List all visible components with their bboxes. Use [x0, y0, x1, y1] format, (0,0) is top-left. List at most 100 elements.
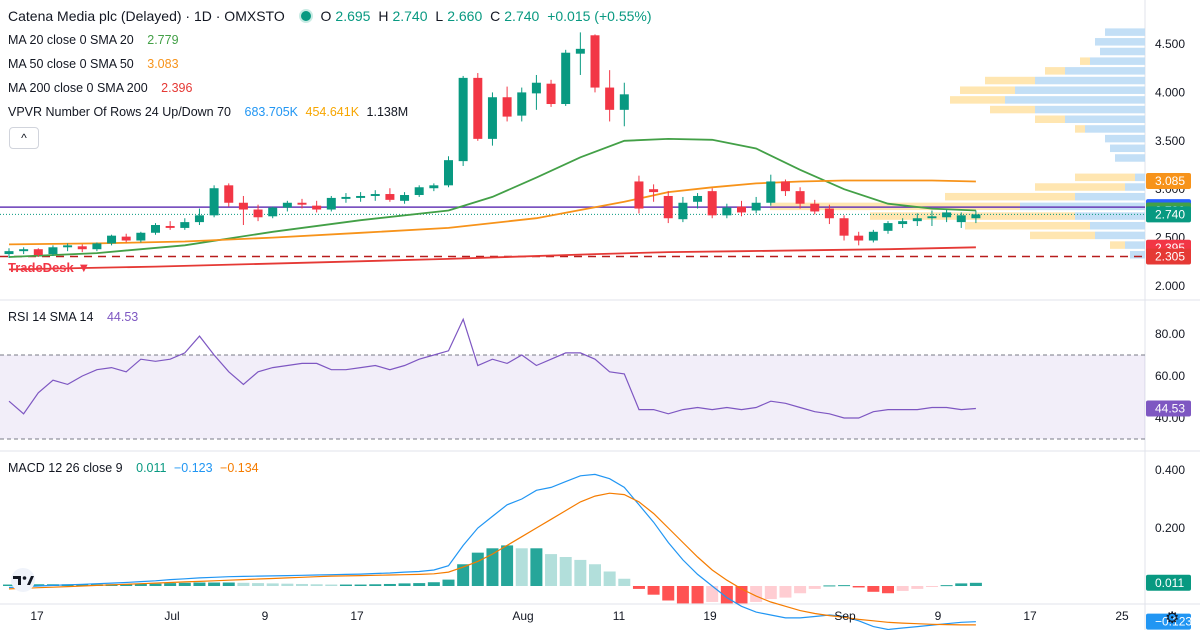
macd-histogram-bar — [325, 584, 338, 586]
ma200-legend[interactable]: MA 200 close 0 SMA 200 2.396 — [8, 81, 196, 95]
vpvr-up-bar — [1130, 251, 1145, 259]
macd-histogram-bar — [178, 582, 191, 586]
vpvr-down-bar — [945, 192, 1075, 201]
vpvr-down-bar — [985, 76, 1035, 85]
vpvr-up-bar — [1005, 96, 1145, 104]
macd-histogram-bar — [852, 586, 865, 588]
vpvr-up-bar — [1095, 231, 1145, 240]
macd-histogram-bar — [471, 552, 484, 586]
time-tick-label: Aug — [512, 609, 533, 623]
vpvr-down-bar — [960, 86, 1015, 94]
macd-histogram-bar — [545, 554, 558, 586]
candle-body — [619, 94, 629, 110]
market-status-icon — [298, 9, 313, 24]
symbol-title[interactable]: Catena Media plc (Delayed) · 1D · OMXSTO — [8, 8, 285, 24]
macd-histogram-bar — [955, 583, 968, 586]
macd-badge — [1146, 574, 1191, 591]
macd-histogram-bar — [486, 548, 499, 586]
candle-body — [224, 185, 234, 203]
ma20-legend[interactable]: MA 20 close 0 SMA 20 2.779 — [8, 33, 183, 47]
macd-histogram-bar — [3, 584, 15, 586]
macd-histogram-bar — [603, 571, 616, 586]
candle-body — [341, 196, 351, 199]
candle-body — [194, 215, 204, 223]
macd-label: MACD 12 26 close 9 — [8, 461, 123, 475]
vpvr-down-bar — [1035, 115, 1065, 124]
candle-body — [810, 203, 820, 212]
candle-body — [561, 52, 571, 105]
macd-histogram-bar — [662, 586, 675, 601]
macd-histogram-bar — [237, 582, 250, 586]
ma50-legend[interactable]: MA 50 close 0 SMA 50 3.083 — [8, 57, 183, 71]
vpvr-up-bar — [1105, 28, 1145, 36]
candle-body — [4, 251, 14, 255]
vpvr-up-bar — [1065, 115, 1145, 124]
vpvr-up-bar — [1065, 67, 1145, 75]
candle-body — [678, 202, 688, 220]
macd-histogram-bar — [867, 586, 880, 592]
time-tick-label: 25 — [1115, 609, 1129, 623]
candle-body — [649, 189, 659, 193]
candle-body — [429, 185, 439, 189]
macd-histogram-bar — [559, 557, 572, 586]
candle-body — [414, 187, 424, 196]
candle-body — [282, 202, 292, 208]
macd-histogram-bar — [310, 584, 323, 586]
candle-body — [209, 188, 219, 216]
vpvr-down-bar — [1075, 173, 1135, 182]
vpvr-down-bar — [1035, 183, 1125, 191]
candle-body — [444, 160, 453, 186]
candle-body — [824, 208, 834, 219]
ma-line-ma50 — [8, 179, 976, 246]
macd-histogram-bar — [339, 584, 352, 586]
candle-body — [180, 222, 190, 228]
price-tick-label: 4.500 — [1155, 37, 1185, 51]
candle-body — [751, 202, 761, 211]
rsi-legend[interactable]: RSI 14 SMA 14 44.53 — [8, 310, 142, 324]
macd-tick-label: 0.400 — [1155, 463, 1185, 477]
candle-body — [458, 77, 468, 162]
macd-histogram-bar — [574, 559, 587, 586]
macd-histogram-bar — [794, 586, 807, 594]
macd-histogram-bar — [808, 586, 821, 589]
macd-badge-label: 0.011 — [1155, 576, 1184, 590]
macd-legend[interactable]: MACD 12 26 close 9 0.011 −0.123 −0.134 — [8, 461, 263, 475]
ma-line-ma20 — [8, 137, 976, 258]
macd-histogram-bar — [354, 584, 367, 586]
candle-body — [400, 195, 410, 201]
macd-histogram-bar — [647, 586, 660, 595]
candle-body — [707, 191, 717, 216]
vpvr-up-bar — [1125, 183, 1145, 191]
vpvr-legend[interactable]: VPVR Number Of Rows 24 Up/Down 70 683.70… — [8, 105, 412, 119]
vpvr-down-bar — [965, 221, 1090, 230]
vpvr-down-bar — [1110, 241, 1125, 249]
time-tick-label: 9 — [935, 609, 942, 623]
vpvr-down-bar — [1080, 57, 1090, 65]
candle-body — [107, 235, 117, 244]
macd-histogram-bar — [838, 585, 851, 587]
macd-histogram-bar — [164, 583, 177, 586]
candle-body — [546, 83, 556, 105]
macd-histogram-bar — [457, 564, 470, 586]
macd-histogram-bar — [442, 579, 455, 586]
settings-gear-icon[interactable]: ⚙ — [1165, 610, 1180, 627]
collapse-legend-button[interactable]: ^ — [9, 127, 39, 149]
rsi-tick-label: 60.00 — [1155, 369, 1185, 383]
tradingview-logo-icon[interactable] — [8, 568, 38, 592]
candle-body — [92, 243, 102, 250]
tradedesk-annotation[interactable]: TradeDesk ▼ — [8, 260, 91, 275]
rsi-line — [8, 317, 976, 419]
macd-histogram-bar — [208, 582, 221, 586]
macd-histogram-bar — [589, 564, 601, 586]
macd-histogram-bar — [764, 586, 777, 600]
vpvr-up-bar — [1100, 47, 1145, 56]
candle-body — [912, 218, 922, 222]
candle-body — [297, 202, 307, 205]
rsi-label: RSI 14 SMA 14 — [8, 310, 94, 324]
candle-body — [33, 249, 43, 256]
candle-body — [268, 207, 278, 217]
ma20-label: MA 20 close 0 SMA 20 — [8, 33, 134, 47]
candle-body — [77, 246, 87, 250]
price-badge-label: 3.085 — [1155, 174, 1185, 188]
